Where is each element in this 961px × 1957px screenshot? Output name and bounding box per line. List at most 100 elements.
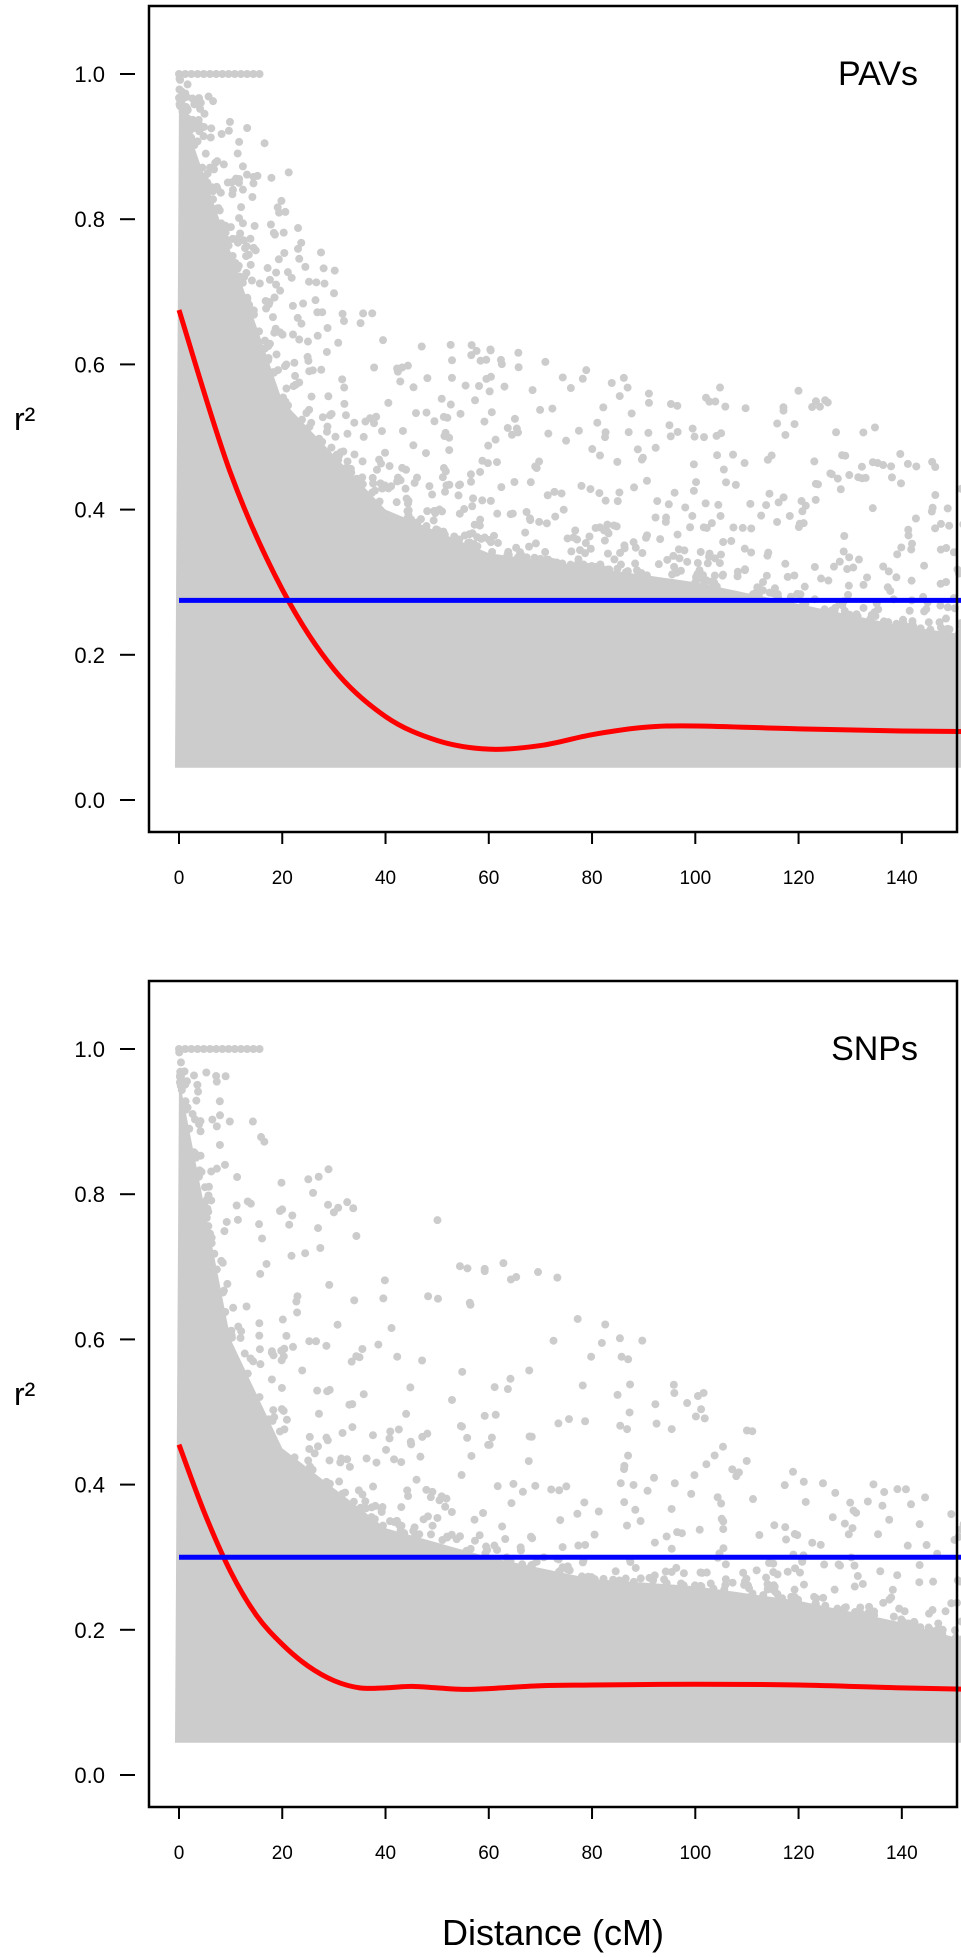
snp-data-point (816, 1540, 825, 1549)
pav-data-point (307, 418, 316, 427)
snp-data-point (562, 1482, 571, 1491)
pav-data-point (264, 356, 273, 365)
pav-data-point (323, 422, 332, 431)
snp-x-tick-label: 40 (375, 1843, 396, 1864)
pav-data-point (295, 254, 304, 263)
pav-data-point (243, 170, 252, 179)
pav-data-point (330, 289, 339, 298)
pav-data-point (277, 196, 286, 205)
pav-data-point (393, 477, 402, 486)
snp-y-axis: 0.0 0.2 0.4 0.6 0.8 1.0 (74, 1037, 135, 1788)
snp-data-point (697, 1582, 706, 1591)
snp-data-point (410, 1523, 419, 1532)
snp-data-point (574, 1541, 583, 1550)
pav-data-point (595, 489, 604, 498)
pav-data-point (176, 75, 185, 84)
pav-data-point (265, 339, 274, 348)
pav-data-point (686, 523, 695, 532)
snp-data-point (441, 1502, 450, 1511)
pav-data-point (293, 313, 302, 322)
pav-data-point (291, 371, 300, 380)
pav-data-point (247, 276, 256, 285)
pav-data-point (279, 228, 288, 237)
snp-data-point (313, 1442, 322, 1451)
pav-data-point (246, 234, 255, 243)
snp-data-point (402, 1409, 411, 1418)
pav-data-point (571, 526, 580, 535)
snp-data-point (325, 1280, 334, 1289)
pav-data-point (401, 484, 410, 493)
snp-data-point (412, 1475, 421, 1484)
pav-data-point (206, 163, 215, 172)
snp-data-point (323, 1436, 332, 1445)
pav-data-point (903, 459, 912, 468)
pav-data-point (295, 378, 304, 387)
snp-data-point (564, 1415, 573, 1424)
snp-data-point (182, 1105, 191, 1114)
snp-data-point (262, 1259, 271, 1268)
snp-data-point (819, 1593, 828, 1602)
pav-data-point (845, 610, 854, 619)
pav-data-point (801, 501, 810, 510)
snp-data-point (212, 1122, 221, 1131)
pav-data-point (514, 348, 523, 357)
snp-data-point (277, 1405, 286, 1414)
pav-data-point (469, 541, 478, 550)
pav-data-point (440, 530, 449, 539)
snp-data-point (525, 1432, 534, 1441)
snp-data-point (206, 1229, 215, 1238)
pav-data-point (437, 394, 446, 403)
snp-data-point (645, 1573, 654, 1582)
snp-data-point (915, 1520, 924, 1529)
snp-data-point (565, 1566, 574, 1575)
snp-data-point (742, 1426, 751, 1435)
pav-data-point (396, 377, 405, 386)
snp-data-point (222, 1217, 231, 1226)
pav-data-point (857, 462, 866, 471)
snp-data-point (670, 1389, 679, 1398)
pav-data-point (497, 483, 506, 492)
pav-data-point (867, 610, 876, 619)
pav-data-point (272, 268, 281, 277)
snp-data-point (380, 1276, 389, 1285)
snp-data-point (938, 1629, 947, 1638)
pav-data-point (216, 188, 225, 197)
snp-data-point (205, 1045, 214, 1053)
pav-x-tick-label: 20 (272, 868, 293, 889)
snp-data-point (616, 1421, 625, 1430)
pav-data-point (609, 521, 618, 530)
pav-data-point (460, 505, 469, 514)
snp-data-point (416, 1452, 425, 1461)
pav-y-tick-label: 0.8 (74, 207, 105, 232)
pav-data-point (409, 441, 418, 450)
pav-data-point (810, 562, 819, 571)
pav-data-point (249, 179, 258, 188)
snp-data-point (558, 1543, 567, 1552)
snp-data-point (479, 1509, 488, 1518)
pav-data-point (184, 114, 193, 123)
snp-data-point (679, 1581, 688, 1590)
snp-data-point (447, 1395, 456, 1404)
snp-data-point (487, 1433, 496, 1442)
pav-data-point (249, 70, 258, 78)
pav-data-point (931, 491, 940, 500)
snp-data-point (720, 1585, 729, 1594)
snp-data-point (683, 1399, 692, 1408)
pav-data-point (762, 501, 771, 510)
pav-data-point (892, 619, 901, 628)
snp-data-point (243, 1369, 252, 1378)
pav-data-point (217, 222, 226, 231)
pav-data-point (630, 483, 639, 492)
pav-data-point (260, 139, 269, 148)
pav-data-point (610, 555, 619, 564)
pav-data-point (942, 577, 951, 586)
pav-data-point (535, 517, 544, 526)
pav-data-point (460, 531, 469, 540)
pav-data-point (477, 534, 486, 543)
snp-data-point (290, 1453, 299, 1462)
pav-data-point (827, 470, 836, 479)
pav-data-point (288, 330, 297, 339)
pav-data-point (486, 496, 495, 505)
pav-data-point (417, 342, 426, 351)
snp-data-point (499, 1259, 508, 1268)
